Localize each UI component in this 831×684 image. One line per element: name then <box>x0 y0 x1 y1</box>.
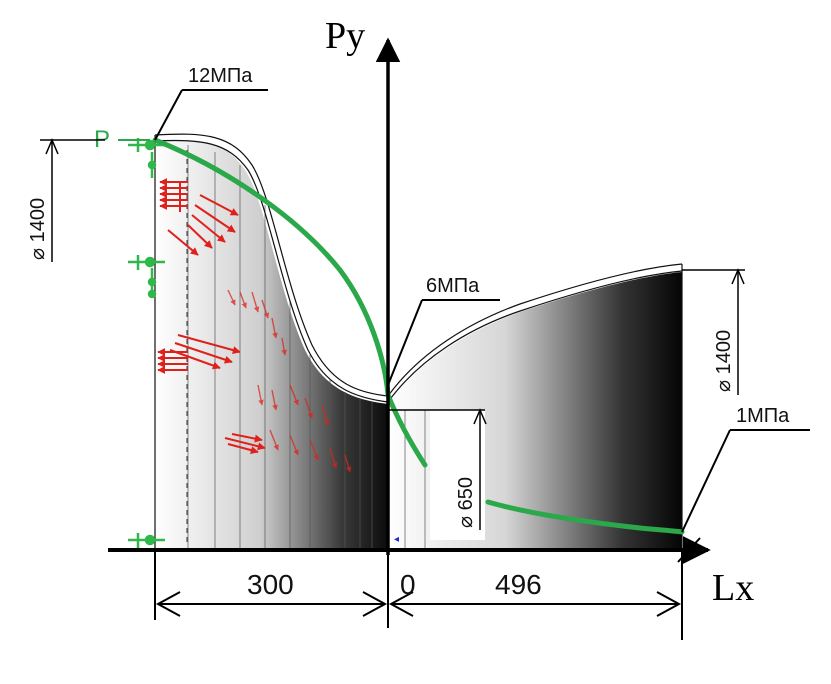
origin-label: 0 <box>400 569 416 600</box>
nozzle-converging-section <box>155 139 388 548</box>
throat-dimension-gap <box>430 410 485 540</box>
inlet-pressure-callout: 12МПа <box>154 65 268 141</box>
x-axis-label: Lx <box>712 567 754 609</box>
pressure-curve-tail <box>485 499 685 535</box>
converging-length-label: 300 <box>247 569 294 600</box>
diverging-length-label: 496 <box>495 569 542 600</box>
wall-contour-arrows <box>227 289 352 473</box>
throat-diameter-dimension: ⌀ 650 <box>455 408 487 530</box>
inlet-diameter-label: ⌀ 1400 <box>27 198 49 260</box>
length-dimensions <box>154 548 683 640</box>
throat-pressure-label: 6МПа <box>426 275 480 297</box>
outlet-diameter-dimension: ⌀ 1400 <box>682 268 745 395</box>
outlet-pressure-callout: 1МПа <box>681 405 810 533</box>
nozzle-wall-outline <box>154 133 683 548</box>
outlet-pressure-label: 1МПа <box>736 405 790 427</box>
small-marker: ◂ <box>394 534 399 545</box>
throat-pressure-callout: 6МПа <box>387 275 500 386</box>
throat-diameter-label: ⌀ 650 <box>455 477 477 528</box>
pressure-force-arrows <box>157 178 266 455</box>
inlet-diameter-dimension: ⌀ 1400 <box>27 138 105 262</box>
outlet-diameter-label: ⌀ 1400 <box>713 330 735 392</box>
inlet-pressure-label: 12МПа <box>188 65 253 87</box>
pressure-curve <box>152 137 428 468</box>
y-axis-label: Py <box>325 15 365 57</box>
